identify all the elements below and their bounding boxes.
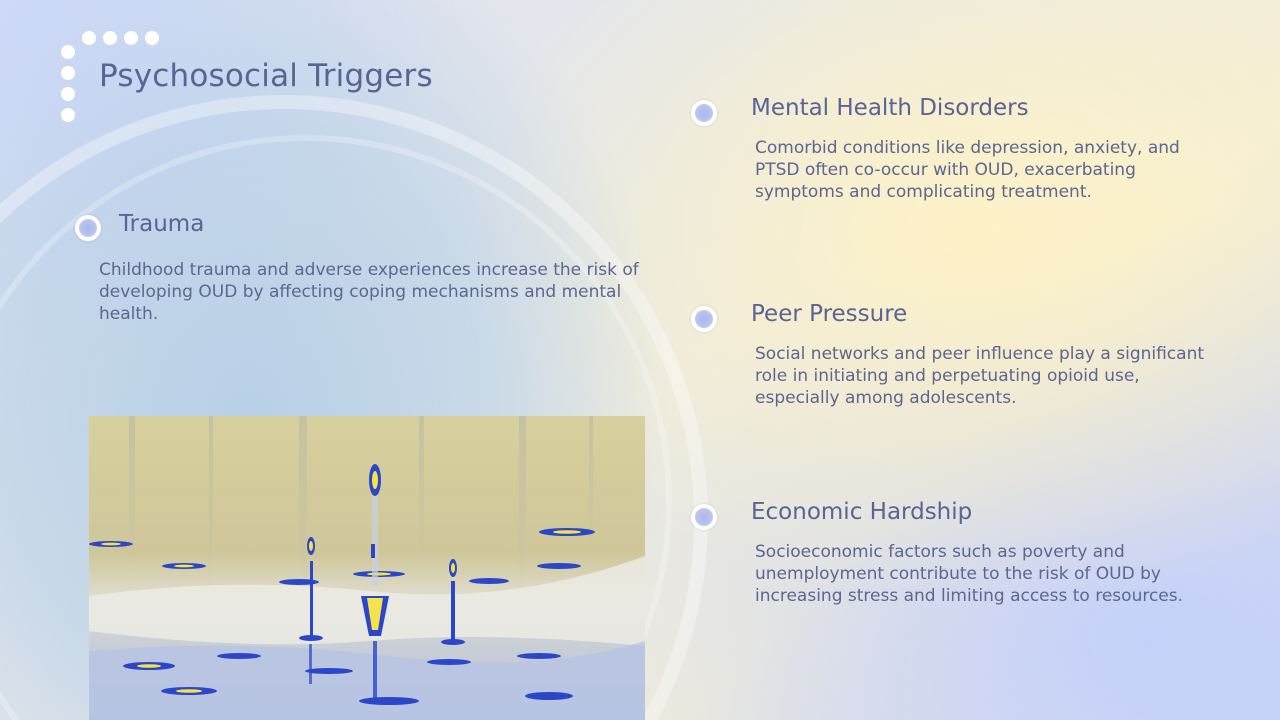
bullet-icon (691, 504, 717, 530)
item-body-economic-hardship: Socioeconomic factors such as poverty an… (755, 542, 1184, 606)
dot (61, 87, 75, 101)
item-heading-peer-pressure: Peer Pressure (751, 301, 908, 327)
dot (82, 31, 96, 45)
item-body-peer-pressure: Social networks and peer influence play … (755, 344, 1205, 408)
bullet-icon (691, 100, 717, 126)
dot (145, 31, 159, 45)
dot (61, 108, 75, 122)
dot (61, 66, 75, 80)
dot (124, 31, 138, 45)
item-heading-trauma: Trauma (119, 211, 205, 237)
slide-title: Psychosocial Triggers (99, 58, 433, 94)
dot (61, 45, 75, 59)
item-heading-economic-hardship: Economic Hardship (751, 499, 973, 525)
abstract-painting-image (89, 416, 645, 720)
bullet-icon (75, 215, 101, 241)
item-body-mental-health: Comorbid conditions like depression, anx… (755, 138, 1180, 202)
dot (103, 31, 117, 45)
item-heading-mental-health: Mental Health Disorders (751, 95, 1029, 121)
bullet-icon (691, 306, 717, 332)
item-body-trauma: Childhood trauma and adverse experiences… (99, 260, 639, 324)
